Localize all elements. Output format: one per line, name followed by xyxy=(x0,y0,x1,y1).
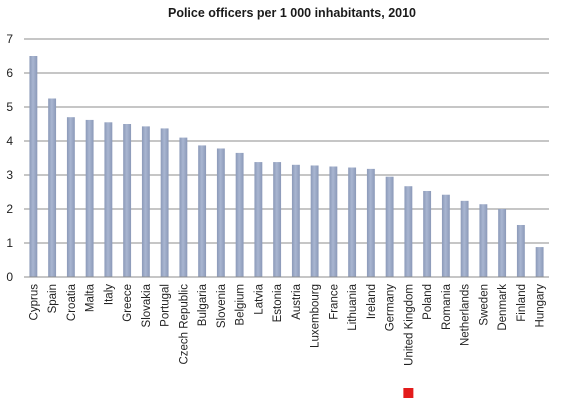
x-tick-label: Luxembourg xyxy=(310,284,322,348)
bar-france xyxy=(329,166,338,277)
y-tick-label: 0 xyxy=(6,270,13,284)
x-tick-label: Ireland xyxy=(366,284,378,319)
x-tick-label: Slovakia xyxy=(141,283,153,327)
x-tick-label: Netherlands xyxy=(460,284,472,346)
bar-bulgaria xyxy=(198,145,207,277)
x-tick-label: Bulgaria xyxy=(197,283,209,326)
bar-latvia xyxy=(254,162,263,277)
x-tick-label: Romania xyxy=(441,283,453,330)
x-tick-label: Croatia xyxy=(66,283,78,321)
highlight-marker xyxy=(403,388,414,398)
x-tick-label: Estonia xyxy=(272,283,284,322)
y-tick-label: 6 xyxy=(6,66,13,80)
x-tick-label: Spain xyxy=(47,284,59,313)
bar-denmark xyxy=(498,209,507,277)
x-tick-label: Cyprus xyxy=(28,284,40,321)
y-tick-label: 2 xyxy=(6,202,13,216)
bar-austria xyxy=(291,164,300,277)
bar-greece xyxy=(123,124,132,277)
bar-germany xyxy=(385,176,394,277)
x-tick-label: Slovenia xyxy=(216,283,228,328)
bar-malta xyxy=(85,119,94,277)
bar-ireland xyxy=(366,168,375,277)
bar-poland xyxy=(423,190,432,277)
bar-luxembourg xyxy=(310,165,319,277)
x-tick-label: Czech Republic xyxy=(178,284,190,365)
y-tick-label: 1 xyxy=(6,236,13,250)
y-tick-label: 4 xyxy=(6,134,13,148)
bar-united-kingdom xyxy=(404,186,413,277)
x-tick-label: Denmark xyxy=(497,284,509,331)
x-tick-label: Malta xyxy=(85,283,97,312)
bar-estonia xyxy=(273,162,282,277)
y-tick-label: 3 xyxy=(6,168,13,182)
bar-italy xyxy=(104,122,113,277)
bar-lithuania xyxy=(348,167,357,277)
x-tick-label: Portugal xyxy=(160,284,172,327)
bar-slovakia xyxy=(141,126,150,277)
bar-belgium xyxy=(235,152,244,277)
bar-slovenia xyxy=(216,148,225,277)
x-tick-label: Belgium xyxy=(235,284,247,326)
x-axis-labels: Cyprus Spain Croatia Malta Italy Greece Slovak… xyxy=(28,283,546,365)
bar-portugal xyxy=(160,128,169,277)
y-tick-label: 5 xyxy=(6,100,13,114)
x-tick-label: Lithuania xyxy=(347,283,359,330)
bar-czech-republic xyxy=(179,137,188,277)
chart-title: Police officers per 1 000 inhabitants, 2… xyxy=(168,6,416,20)
x-tick-label: Latvia xyxy=(253,283,265,314)
bar-hungary xyxy=(535,247,544,277)
highlight-square xyxy=(403,388,414,398)
y-tick-label: 7 xyxy=(6,32,13,46)
x-tick-label: United Kingdom xyxy=(403,284,415,366)
x-tick-label: Italy xyxy=(103,284,115,305)
x-tick-label: Greece xyxy=(122,284,134,322)
bar-sweden xyxy=(479,204,488,277)
gridlines xyxy=(24,38,549,244)
x-tick-label: Germany xyxy=(385,284,397,332)
x-tick-label: Sweden xyxy=(478,284,490,326)
y-axis-ticks: 0 1 2 3 4 5 6 7 xyxy=(6,32,13,284)
x-tick-label: Poland xyxy=(422,284,434,320)
bar-cyprus xyxy=(29,56,38,277)
bars xyxy=(29,56,544,277)
x-tick-label: Austria xyxy=(291,283,303,319)
bar-romania xyxy=(441,194,450,277)
bar-netherlands xyxy=(460,200,469,277)
x-tick-label: Finland xyxy=(516,284,528,322)
x-tick-label: France xyxy=(328,284,340,320)
bar-spain xyxy=(48,98,57,277)
bar-finland xyxy=(516,224,525,277)
x-tick-label: Hungary xyxy=(535,284,547,328)
bar-croatia xyxy=(66,117,75,277)
